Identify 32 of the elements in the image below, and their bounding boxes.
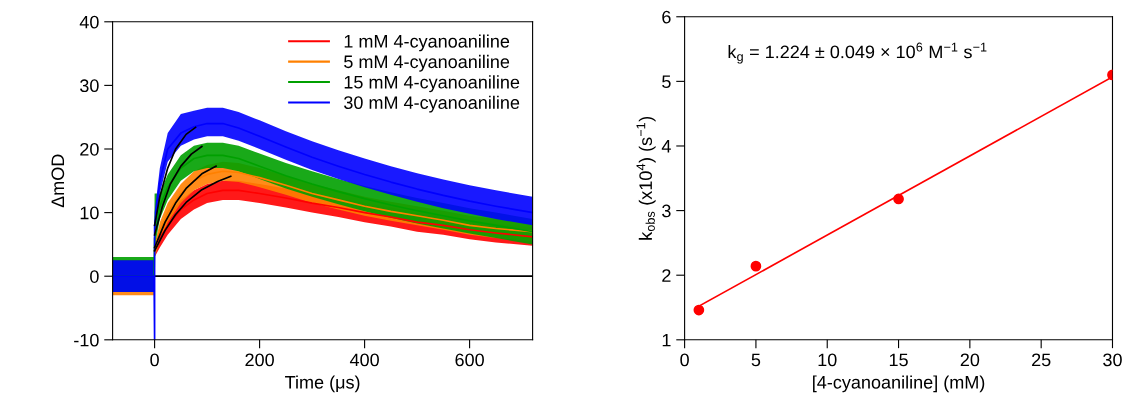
y-tick-label: -10 — [74, 333, 99, 347]
x-tick-label: 0 — [680, 353, 689, 367]
x-tick-label: 15 — [889, 353, 908, 367]
x-axis-title: Time (μs) — [285, 375, 360, 393]
x-tick-label: 10 — [818, 353, 837, 367]
y-axis-title: k$_{obs}$ (x10$^{4}$) (s$^{−1}$) — [636, 116, 656, 240]
x-axis-title: [4-cyanoaniline] (mM) — [813, 375, 985, 393]
x-tick-label: 30 — [1103, 353, 1122, 367]
y-tick-label: 20 — [80, 142, 99, 156]
legend-label: 1 mM 4-cyanoaniline — [344, 34, 510, 52]
x-tick-label: 25 — [1032, 353, 1051, 367]
y-tick-label: 10 — [80, 206, 99, 220]
x-tick-label: 600 — [455, 353, 484, 367]
x-tick-label: 5 — [751, 353, 761, 367]
x-tick-label: 0 — [150, 353, 159, 367]
y-tick-label: 40 — [79, 15, 99, 29]
x-tick-label: 200 — [245, 353, 274, 367]
x-tick-label: 400 — [349, 353, 379, 367]
y-tick-label: 6 — [662, 10, 671, 24]
y-tick-label: 1 — [662, 333, 671, 347]
y-tick-label: 30 — [80, 79, 99, 93]
annotation: k$_{g}$ = 1.224 ± 0.049 × 10$^{6}$ M$^{−1}$ s$^{−1}$ — [728, 42, 987, 64]
legend-label: 30 mM 4-cyanoaniline — [344, 95, 520, 113]
y-tick-label: 5 — [662, 75, 671, 89]
y-tick-label: 0 — [90, 270, 99, 283]
y-tick-label: 2 — [662, 269, 671, 282]
x-tick-label: 20 — [960, 353, 980, 367]
y-tick-label: 4 — [661, 140, 671, 153]
legend-label: 5 mM 4-cyanoaniline — [344, 54, 510, 72]
y-axis-title: ΔmOD — [51, 154, 65, 208]
legend-label: 15 mM 4-cyanoaniline — [344, 75, 520, 93]
y-tick-label: 3 — [662, 204, 671, 218]
